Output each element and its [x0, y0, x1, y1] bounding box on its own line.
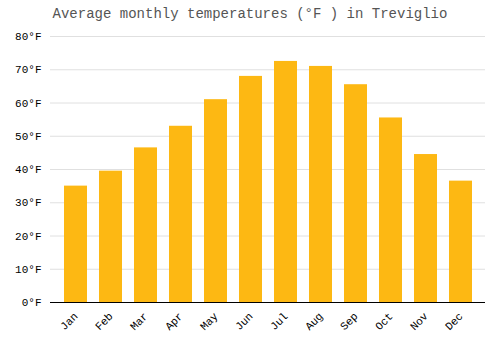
svg-text:30°F: 30°F [15, 197, 41, 209]
svg-text:Nov: Nov [408, 310, 431, 333]
html-text:Average monthly temperatures (: Average monthly temperatures (°F ) in Tr… [52, 6, 448, 22]
svg-text:0°F: 0°F [22, 297, 42, 309]
svg-text:Jan: Jan [58, 310, 80, 332]
svg-text:50°F: 50°F [15, 131, 41, 143]
svg-text:20°F: 20°F [15, 231, 41, 243]
svg-text:80°F: 80°F [15, 31, 41, 43]
svg-text:May: May [198, 310, 221, 333]
svg-text:10°F: 10°F [15, 264, 41, 276]
svg-text:Apr: Apr [163, 310, 185, 332]
svg-text:Sep: Sep [338, 310, 360, 332]
svg-text:Oct: Oct [373, 310, 395, 332]
svg-text:Jun: Jun [233, 310, 255, 332]
svg-text:Aug: Aug [303, 310, 325, 332]
svg-text:Mar: Mar [128, 310, 150, 332]
svg-text:Feb: Feb [93, 310, 115, 332]
svg-text:70°F: 70°F [15, 64, 41, 76]
svg-text:40°F: 40°F [15, 164, 41, 176]
svg-text:60°F: 60°F [15, 98, 41, 110]
svg-text:Dec: Dec [443, 310, 465, 332]
svg-text:Jul: Jul [268, 310, 290, 332]
